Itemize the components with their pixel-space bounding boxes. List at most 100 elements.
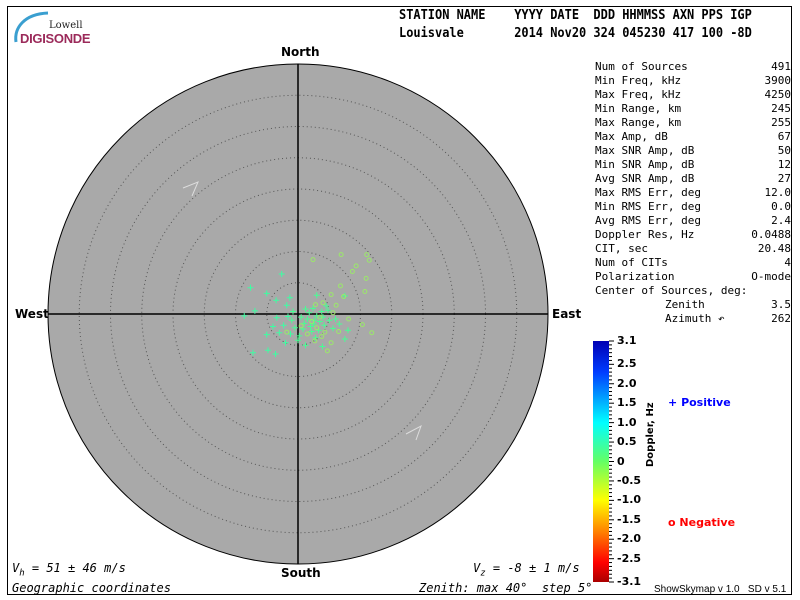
colorbar-tick-label: -1.0 [617,493,642,507]
positive-source-point [283,302,290,309]
stat-label: Min Range, km [595,102,682,115]
stat-row: Polarization O-mode [595,270,791,284]
stat-row: Max Range, km 255 [595,116,791,130]
positive-source-point [321,322,328,329]
colorbar [593,341,609,582]
stat-row: CIT, sec 20.48 [595,242,791,256]
label-west: West [15,307,49,321]
stat-label: Max Range, km [595,116,682,129]
positive-source-point [276,329,283,336]
stat-label: Max RMS Err, deg [595,186,701,199]
positive-source-point [302,342,309,349]
negative-source-point [333,302,339,308]
negative-source-point [298,323,304,329]
positive-source-point [332,316,339,322]
stat-value: 27 [777,172,791,185]
header-values: Louisvale 2014 Nov20 324 045230 417 100 … [399,26,752,41]
positive-source-point [280,322,287,329]
legend-negative: o Negative [668,516,736,529]
stat-row: Min RMS Err, deg 0.0 [595,200,791,214]
logo-digisonde: DIGISONDE [20,31,91,46]
stat-value: 3900 [764,74,792,87]
positive-source-point [263,290,270,297]
colorbar-tick-label: 0.5 [617,435,637,449]
stat-row: Num of CITs 4 [595,256,791,270]
stat-value: 245 [771,102,791,115]
positive-source-point [285,313,291,320]
negative-source-point [338,252,344,258]
colorbar-tick-label: -2.0 [617,532,642,546]
zenith-info: Zenith: max 40° step 5° [419,581,593,595]
positive-source-point [312,334,319,341]
stat-label: Min RMS Err, deg [595,200,701,213]
coordinate-system: Geographic coordinates [12,581,171,595]
vh-readout: Vh = 51 ± 46 m/s [12,561,126,579]
stat-label: Polarization [595,270,675,283]
positive-source-point [301,320,308,327]
negative-source-point [324,348,330,354]
negative-source-point [320,300,326,306]
circle-icon: o [668,516,676,529]
positive-source-point [250,349,256,356]
colorbar-tick-label: 3.1 [617,334,637,347]
stat-row: Max RMS Err, deg 12.0 [595,186,791,200]
positive-source-point [326,317,333,324]
center-azimuth: Azimuth ↶ 262 [665,312,791,325]
stat-label: Max SNR Amp, dB [595,144,695,157]
negative-source-point [341,294,347,299]
stat-label: Avg RMS Err, deg [595,214,701,227]
stat-label: Max Amp, dB [595,130,668,143]
stat-row: Min SNR Amp, dB 12 [595,158,791,172]
stat-label: Min Freq, kHz [595,74,682,87]
positive-source-point [345,327,351,334]
center-title: Center of Sources, deg: [595,284,748,297]
negative-source-point [310,257,316,263]
logo-lowell: Lowell [49,20,83,31]
positive-source-point [295,337,301,344]
stat-row: Max Amp, dB 67 [595,130,791,144]
colorbar-tick-label: -0.5 [617,473,642,487]
legend-positive: + Positive [668,396,731,409]
colorbar-tick-label: 2.5 [617,357,637,371]
stat-value: 2.4 [771,214,791,227]
stat-label: CIT, sec [595,242,648,255]
stat-label: Num of CITs [595,256,668,269]
positive-source-point [273,314,280,321]
colorbar-tick-label: 0 [617,454,625,468]
negative-source-point [336,329,342,334]
negative-source-point [364,252,370,258]
colorbar-tick-label: -3.1 [617,575,642,588]
stat-row: Max Freq, kHz 4250 [595,88,791,102]
positive-source-point [318,308,325,315]
stat-value: 67 [777,130,791,143]
positive-source-point [251,307,258,314]
stat-value: 491 [771,60,791,73]
cross-icon: + [668,396,678,409]
stat-value: 4250 [764,88,792,101]
negative-source-point [359,322,365,328]
negative-source-point [313,302,318,308]
colorbar-tick-label: 1.5 [617,396,637,410]
negative-source-point [317,314,323,320]
negative-source-point [349,269,355,274]
stat-value: 12.0 [764,186,792,199]
stat-value: 0.0488 [751,228,791,241]
positive-source-point [320,314,326,321]
positive-source-point [308,328,315,335]
stat-label: Min SNR Amp, dB [595,158,695,171]
positive-source-point [288,317,295,324]
negative-source-point [322,329,328,335]
label-north: North [281,45,320,59]
stat-value: 12 [777,158,791,171]
stats-panel: Num of Sources 491 Min Freq, kHz 3900 Max Fr… [595,60,791,326]
positive-source-point [298,314,305,321]
positive-source-point [302,306,309,312]
frame [7,6,792,595]
positive-source-point [291,324,298,331]
stat-label: Max Freq, kHz [595,88,682,101]
colorbar-label: Doppler, Hz [645,402,656,467]
positive-source-point [272,351,279,357]
positive-source-point [306,309,313,316]
